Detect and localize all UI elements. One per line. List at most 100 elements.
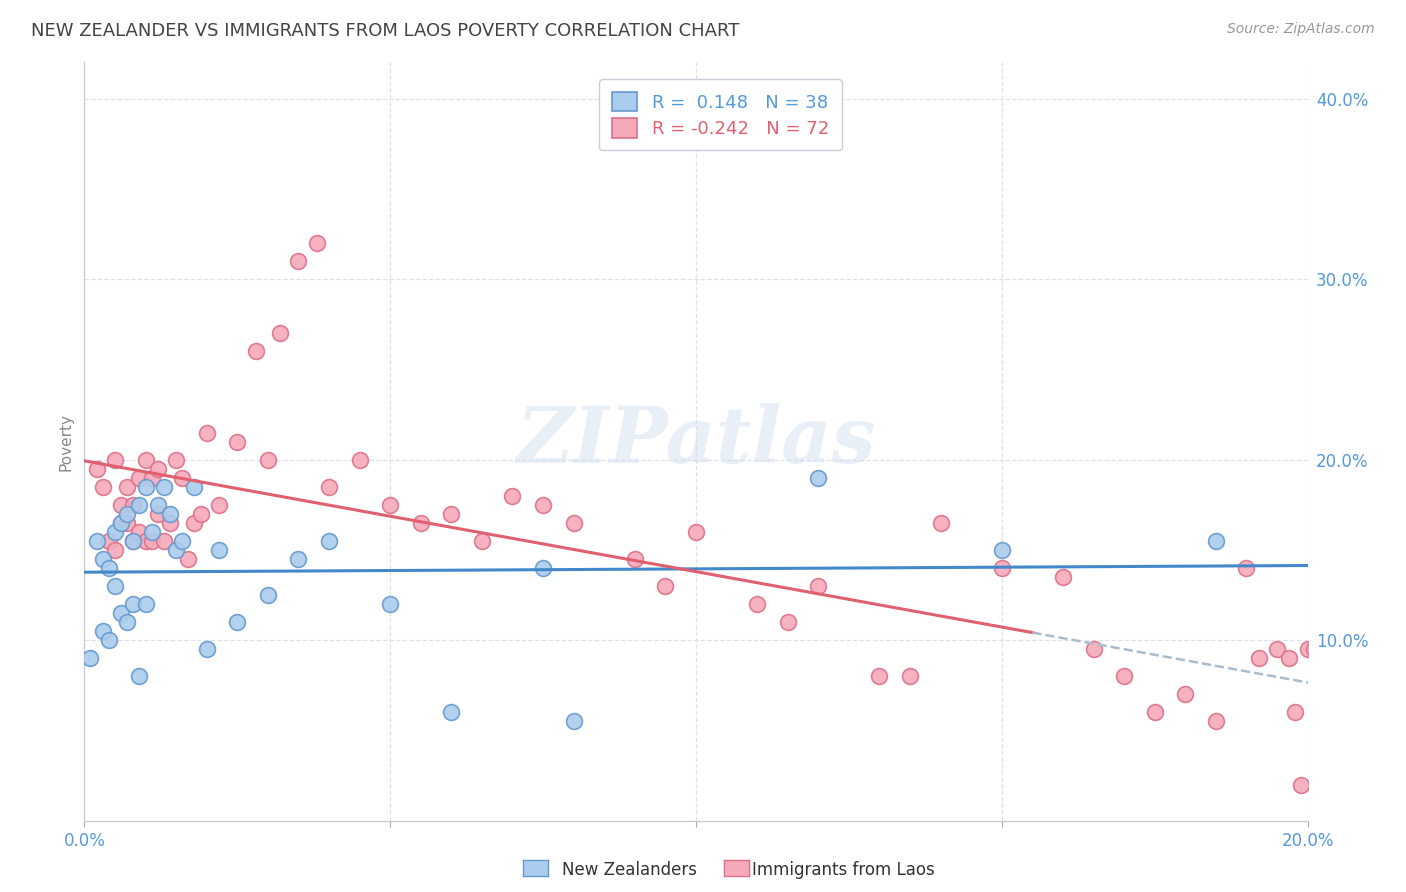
Point [110,516,132,530]
Point [122,533,145,548]
Point [226,434,249,449]
Point [562,516,585,530]
Point [115,615,138,629]
Point [165,542,187,557]
Point [1278,651,1301,665]
Point [380,597,402,611]
Point [1247,651,1270,665]
Point [135,533,157,548]
Point [1143,706,1166,720]
Point [172,533,194,548]
Point [135,452,157,467]
Point [318,533,340,548]
Point [1205,533,1227,548]
Point [531,498,554,512]
Point [1296,642,1319,657]
Point [1174,687,1197,701]
Point [318,480,340,494]
Text: ZIPatlas: ZIPatlas [516,403,876,480]
Point [141,533,163,548]
Text: NEW ZEALANDER VS IMMIGRANTS FROM LAOS POVERTY CORRELATION CHART: NEW ZEALANDER VS IMMIGRANTS FROM LAOS PO… [31,22,740,40]
Point [141,524,163,539]
Point [269,326,291,341]
Point [929,516,952,530]
Point [153,480,176,494]
Point [128,498,150,512]
Point [115,507,138,521]
Y-axis label: Poverty: Poverty [58,412,73,471]
Legend: R =  0.148   N = 38, R = -0.242   N = 72: R = 0.148 N = 38, R = -0.242 N = 72 [599,79,842,151]
Point [208,498,231,512]
Point [685,524,707,539]
Point [531,561,554,575]
Point [146,461,169,475]
Point [245,344,267,359]
Point [115,516,138,530]
Point [122,533,145,548]
Point [141,470,163,484]
Point [128,669,150,683]
Point [624,552,647,566]
Point [380,498,402,512]
Point [440,706,463,720]
Point [226,615,249,629]
Point [104,452,127,467]
Point [1302,642,1324,657]
Point [257,588,280,602]
Point [776,615,799,629]
Point [807,579,830,593]
Point [654,579,676,593]
Point [122,597,145,611]
Point [1236,561,1258,575]
Point [1265,642,1288,657]
Point [110,498,132,512]
Point [159,516,181,530]
Point [115,480,138,494]
Point [97,533,120,548]
Point [807,470,830,484]
Point [172,470,194,484]
Point [562,714,585,729]
Point [97,633,120,648]
Point [1205,714,1227,729]
Point [195,425,218,440]
Point [165,452,187,467]
Point [110,516,132,530]
Point [1339,642,1361,657]
Point [1333,651,1355,665]
Point [86,533,108,548]
Point [183,516,205,530]
Point [190,507,212,521]
Point [146,498,169,512]
Point [898,669,921,683]
Point [91,480,114,494]
Point [208,542,231,557]
Text: New Zealanders: New Zealanders [562,861,697,879]
Point [305,235,328,250]
Point [287,552,309,566]
Point [195,642,218,657]
Point [409,516,432,530]
Point [177,552,200,566]
Point [91,624,114,639]
Point [1052,570,1074,584]
Point [183,480,205,494]
Point [135,597,157,611]
Point [1315,759,1337,773]
Point [153,533,176,548]
Point [1284,706,1306,720]
Point [991,561,1014,575]
Point [287,254,309,268]
Text: Immigrants from Laos: Immigrants from Laos [752,861,935,879]
Point [110,606,132,620]
Point [440,507,463,521]
Point [128,524,150,539]
Point [135,480,157,494]
Point [471,533,494,548]
Point [79,651,101,665]
Point [1327,778,1350,792]
Text: Source: ZipAtlas.com: Source: ZipAtlas.com [1227,22,1375,37]
Point [869,669,891,683]
Point [159,507,181,521]
Point [86,461,108,475]
